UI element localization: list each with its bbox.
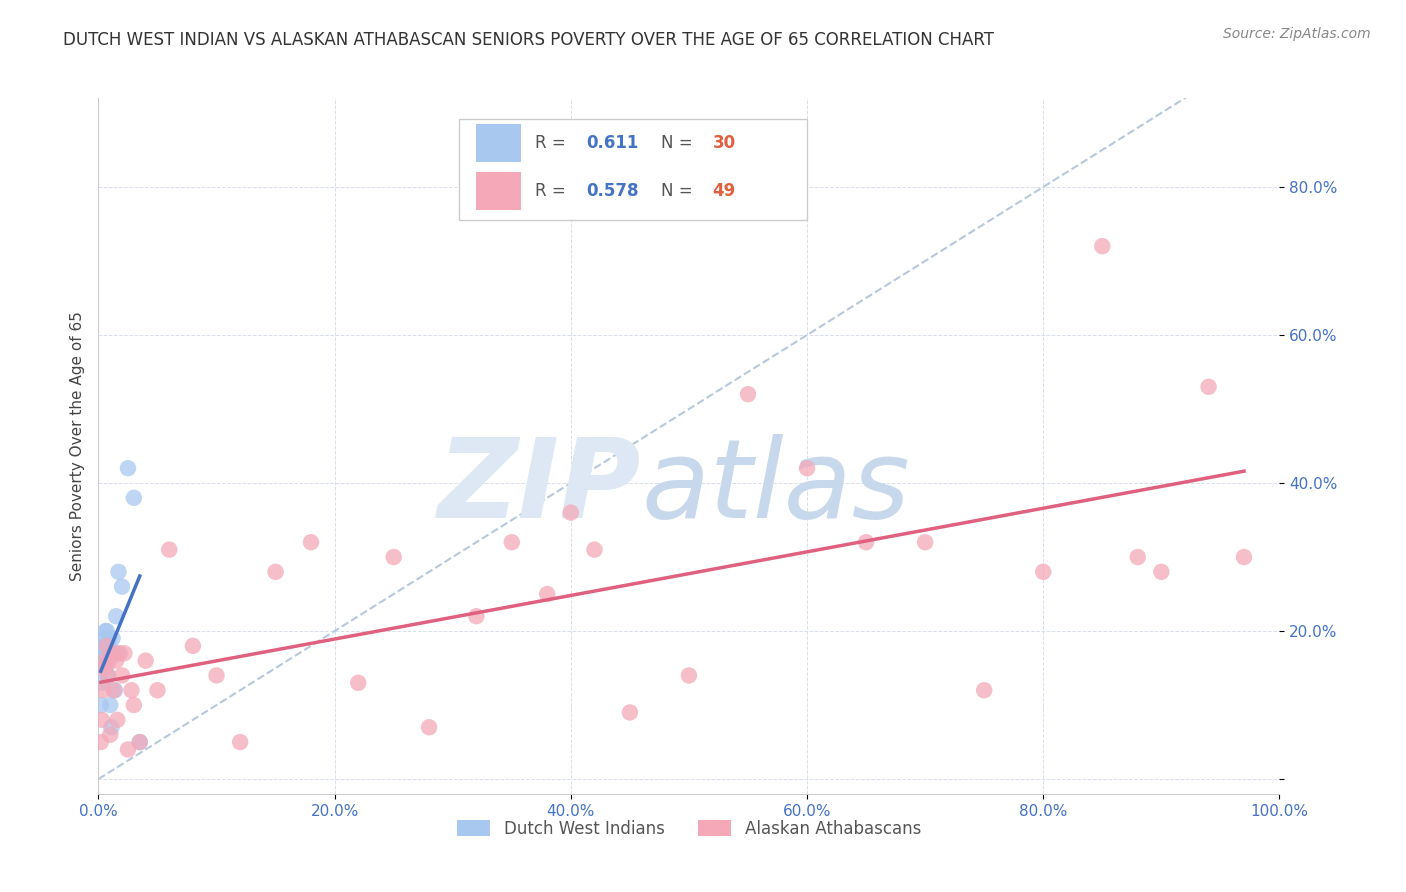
Point bbox=[93, 661, 115, 675]
Point bbox=[105, 713, 128, 727]
Point bbox=[737, 387, 759, 401]
Point bbox=[101, 646, 124, 660]
Point bbox=[181, 639, 204, 653]
Point bbox=[90, 698, 112, 712]
Point bbox=[94, 646, 117, 660]
Text: DUTCH WEST INDIAN VS ALASKAN ATHABASCAN SENIORS POVERTY OVER THE AGE OF 65 CORRE: DUTCH WEST INDIAN VS ALASKAN ATHABASCAN … bbox=[63, 31, 994, 49]
Text: R =: R = bbox=[536, 183, 571, 201]
Point bbox=[97, 668, 120, 682]
Point bbox=[105, 654, 128, 668]
FancyBboxPatch shape bbox=[477, 123, 522, 161]
Point bbox=[128, 735, 150, 749]
Text: 30: 30 bbox=[713, 134, 735, 152]
Point bbox=[1150, 565, 1173, 579]
Text: atlas: atlas bbox=[641, 434, 910, 541]
Point bbox=[97, 668, 120, 682]
Legend: Dutch West Indians, Alaskan Athabascans: Dutch West Indians, Alaskan Athabascans bbox=[450, 814, 928, 845]
Point bbox=[101, 632, 124, 646]
FancyBboxPatch shape bbox=[458, 119, 807, 220]
Point bbox=[98, 654, 121, 668]
Point bbox=[104, 683, 127, 698]
Text: 0.578: 0.578 bbox=[586, 183, 638, 201]
Point bbox=[501, 535, 523, 549]
Point bbox=[103, 683, 125, 698]
Text: N =: N = bbox=[661, 183, 697, 201]
Point bbox=[103, 646, 125, 660]
Point bbox=[122, 491, 145, 505]
Point bbox=[94, 661, 117, 675]
Point bbox=[678, 668, 700, 682]
Point bbox=[1032, 565, 1054, 579]
Point bbox=[100, 720, 122, 734]
Text: 49: 49 bbox=[713, 183, 735, 201]
Point bbox=[111, 668, 134, 682]
Point bbox=[914, 535, 936, 549]
Point bbox=[98, 698, 121, 712]
Point bbox=[90, 735, 112, 749]
Point bbox=[107, 565, 129, 579]
Point bbox=[97, 646, 120, 660]
Point bbox=[264, 565, 287, 579]
Point bbox=[91, 713, 114, 727]
Point bbox=[347, 676, 370, 690]
Point bbox=[122, 698, 145, 712]
Text: R =: R = bbox=[536, 134, 571, 152]
Point bbox=[465, 609, 488, 624]
Point bbox=[796, 461, 818, 475]
Point bbox=[105, 646, 128, 660]
Point bbox=[91, 639, 114, 653]
Point bbox=[1198, 380, 1220, 394]
Point bbox=[93, 632, 115, 646]
Y-axis label: Seniors Poverty Over the Age of 65: Seniors Poverty Over the Age of 65 bbox=[69, 311, 84, 581]
Point bbox=[583, 542, 606, 557]
Point bbox=[94, 654, 117, 668]
Point bbox=[96, 639, 118, 653]
Text: 0.611: 0.611 bbox=[586, 134, 638, 152]
Point bbox=[1233, 549, 1256, 564]
Point bbox=[96, 639, 118, 653]
Point bbox=[229, 735, 252, 749]
Point bbox=[560, 506, 582, 520]
Point bbox=[93, 646, 115, 660]
Point bbox=[157, 542, 180, 557]
Point bbox=[973, 683, 995, 698]
Point bbox=[205, 668, 228, 682]
Point bbox=[96, 624, 118, 638]
Point bbox=[117, 742, 139, 756]
Point bbox=[619, 706, 641, 720]
Point bbox=[146, 683, 169, 698]
Point bbox=[91, 676, 114, 690]
Point bbox=[105, 609, 128, 624]
Point bbox=[382, 549, 405, 564]
Point bbox=[536, 587, 558, 601]
Point bbox=[98, 728, 121, 742]
Point bbox=[108, 646, 131, 660]
Point bbox=[93, 661, 115, 675]
Point bbox=[855, 535, 877, 549]
Point bbox=[299, 535, 322, 549]
Point bbox=[418, 720, 440, 734]
Point bbox=[1091, 239, 1114, 253]
Point bbox=[96, 654, 118, 668]
Point bbox=[94, 624, 117, 638]
Point bbox=[117, 461, 139, 475]
Point bbox=[128, 735, 150, 749]
Point bbox=[112, 646, 135, 660]
Point bbox=[91, 683, 114, 698]
Point bbox=[111, 580, 134, 594]
Point bbox=[98, 639, 121, 653]
Point bbox=[121, 683, 143, 698]
Text: ZIP: ZIP bbox=[439, 434, 641, 541]
Point bbox=[135, 654, 157, 668]
Text: Source: ZipAtlas.com: Source: ZipAtlas.com bbox=[1223, 27, 1371, 41]
FancyBboxPatch shape bbox=[477, 172, 522, 211]
Text: N =: N = bbox=[661, 134, 697, 152]
Point bbox=[98, 632, 121, 646]
Point bbox=[91, 654, 114, 668]
Point bbox=[1126, 549, 1149, 564]
Point bbox=[98, 646, 121, 660]
